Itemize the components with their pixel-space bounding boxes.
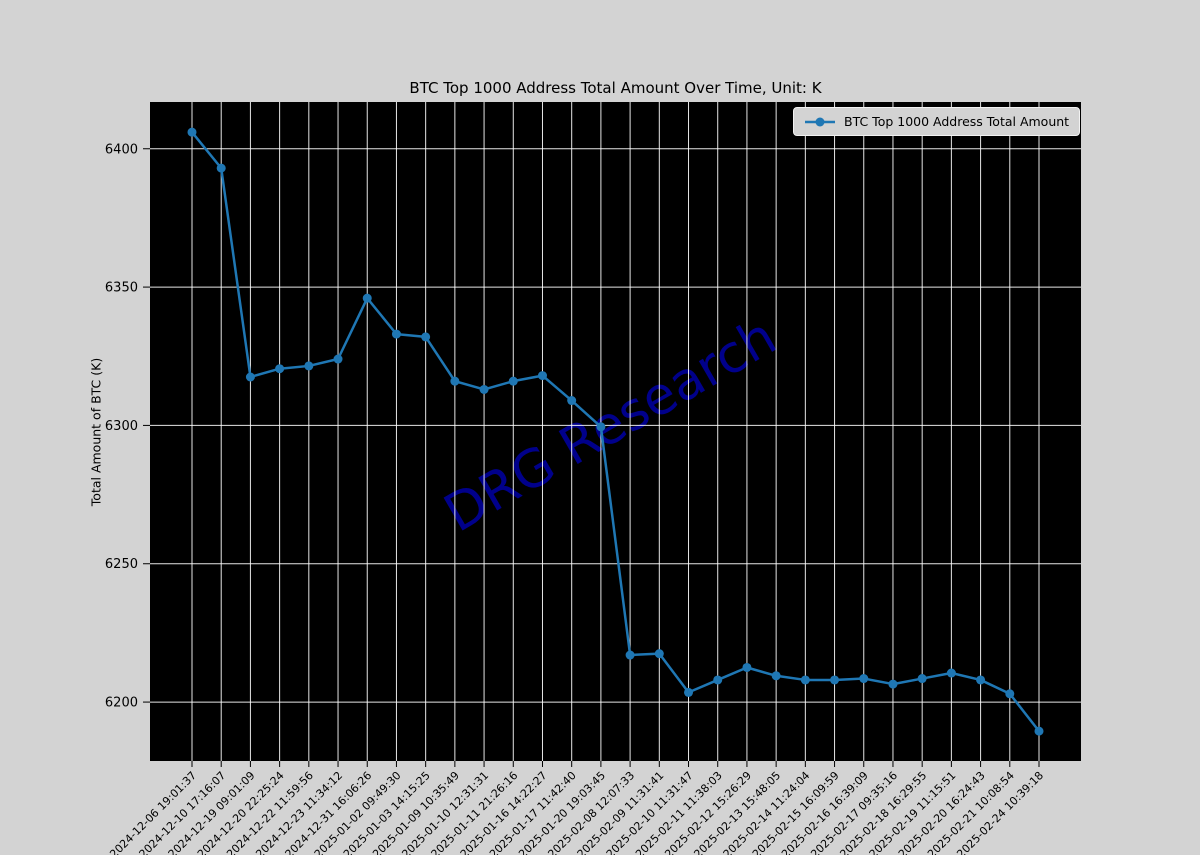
data-point (304, 361, 314, 371)
y-tick-label: 6350 (105, 281, 138, 296)
data-point (888, 679, 898, 689)
y-axis-label: Total Amount of BTC (K) (88, 357, 104, 507)
data-point (479, 384, 489, 394)
data-point (362, 293, 372, 303)
data-point (771, 671, 781, 681)
legend-line-marker-icon (805, 117, 835, 126)
data-point (187, 127, 197, 137)
data-point (567, 396, 577, 406)
chart-title: BTC Top 1000 Address Total Amount Over T… (409, 79, 822, 97)
data-point (245, 372, 255, 382)
data-point (713, 675, 723, 685)
data-point (1005, 689, 1015, 699)
data-point (684, 687, 694, 697)
data-point (596, 422, 606, 432)
data-point (917, 674, 927, 684)
data-line (190, 130, 1041, 733)
y-tick-label: 6400 (105, 142, 138, 157)
data-point (508, 376, 518, 386)
data-point (800, 675, 810, 685)
y-tick-label: 6200 (105, 696, 138, 711)
data-point (275, 364, 285, 374)
legend: BTC Top 1000 Address Total Amount (793, 107, 1081, 136)
data-point (625, 650, 635, 660)
data-point (333, 354, 343, 364)
y-tick-label: 6300 (105, 419, 138, 434)
data-point (946, 668, 956, 678)
data-point (537, 371, 547, 381)
data-point (1034, 726, 1044, 736)
data-point (391, 329, 401, 339)
data-point (742, 662, 752, 672)
data-point (421, 332, 431, 342)
data-point (450, 376, 460, 386)
legend-entry-label: BTC Top 1000 Address Total Amount (844, 114, 1070, 129)
data-point (654, 649, 664, 659)
data-point (216, 163, 226, 173)
data-point (976, 675, 986, 685)
y-tick-label: 6250 (105, 557, 138, 572)
data-point (830, 675, 840, 685)
plot-background (150, 102, 1081, 761)
data-point (859, 674, 869, 684)
